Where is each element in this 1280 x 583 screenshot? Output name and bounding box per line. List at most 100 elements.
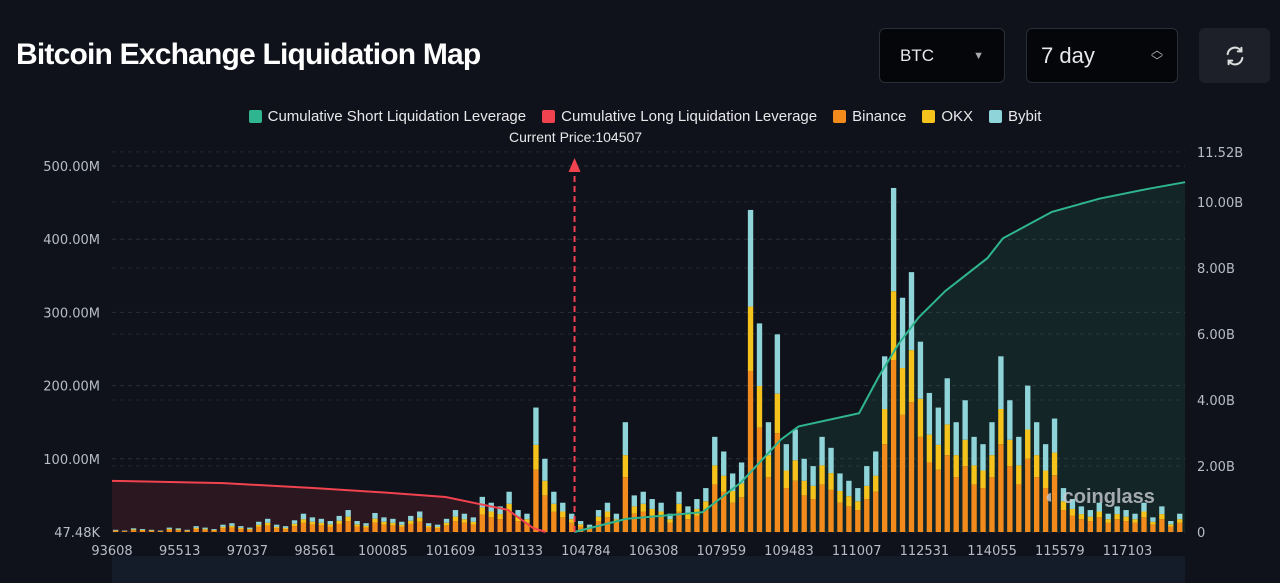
- bar-bybit: [881, 356, 888, 410]
- x-tick-label: 111007: [832, 544, 882, 559]
- bar-bybit: [372, 512, 378, 519]
- arrow-up-icon: [568, 158, 581, 172]
- bar-binance: [327, 526, 333, 532]
- up-down-chevron-icon: ︿ ﹀: [1150, 42, 1163, 68]
- bar-binance: [899, 414, 906, 532]
- bar-bybit: [193, 526, 199, 528]
- bar-okx: [497, 514, 503, 520]
- bar-okx: [1060, 501, 1067, 511]
- y-right-tick-label: 8.00B: [1197, 262, 1235, 277]
- y-right-tick-label: 11.52B: [1197, 146, 1243, 161]
- bar-okx: [944, 424, 950, 456]
- refresh-button[interactable]: [1199, 28, 1270, 83]
- bar-bybit: [497, 506, 503, 515]
- bar-bybit: [265, 518, 271, 523]
- bar-bybit: [139, 529, 146, 530]
- bar-bybit: [738, 462, 745, 484]
- y-left-tick-label: 47.48K: [54, 526, 100, 541]
- bar-binance: [193, 529, 199, 532]
- bar-okx: [890, 291, 897, 360]
- y-right-tick-label: 0: [1197, 526, 1205, 541]
- bar-binance: [1141, 517, 1147, 532]
- bar-bybit: [873, 451, 879, 476]
- cumulative-line: [574, 181, 1186, 533]
- bar-binance: [148, 530, 155, 532]
- bar-binance: [846, 506, 852, 532]
- coin-select[interactable]: BTC ▼: [879, 28, 1005, 83]
- bar-okx: [443, 522, 450, 526]
- bar-bybit: [363, 523, 369, 526]
- legend-item[interactable]: Binance: [833, 108, 906, 125]
- bar-bybit: [229, 523, 235, 526]
- legend-item[interactable]: Bybit: [989, 108, 1041, 125]
- bar-bybit: [864, 466, 870, 486]
- bar-okx: [202, 528, 208, 530]
- bar-okx: [560, 511, 566, 518]
- bar-okx: [881, 409, 888, 445]
- bar-okx: [1150, 521, 1156, 525]
- bar-okx: [1042, 470, 1049, 489]
- bar-bybit: [148, 529, 155, 531]
- legend-item[interactable]: Cumulative Long Liquidation Leverage: [542, 108, 817, 125]
- bar-binance: [363, 527, 369, 532]
- bar-binance: [1114, 519, 1120, 532]
- bar-binance: [890, 359, 897, 532]
- bar-bybit: [202, 527, 208, 529]
- bar-bybit: [551, 491, 557, 504]
- cumulative-area: [574, 182, 1186, 532]
- bar-bybit: [747, 209, 754, 307]
- bar-binance: [828, 489, 834, 532]
- bar-binance: [658, 517, 664, 532]
- bar-binance: [551, 511, 557, 532]
- bar-bybit: [774, 334, 781, 394]
- bar-okx: [372, 518, 378, 523]
- bar-okx: [1025, 429, 1031, 459]
- bar-bybit: [1042, 444, 1049, 471]
- bar-okx: [667, 519, 673, 523]
- legend-item[interactable]: Cumulative Short Liquidation Leverage: [248, 108, 526, 125]
- y-left-tick-label: 300.00M: [43, 306, 100, 321]
- bar-okx: [282, 527, 289, 530]
- bar-bybit: [756, 323, 763, 386]
- y-right-tick-label: 2.00B: [1197, 460, 1235, 475]
- bar-binance: [908, 402, 915, 532]
- bar-okx: [354, 524, 360, 527]
- bar-bybit: [1016, 436, 1022, 466]
- x-tick-label: 95513: [159, 544, 200, 559]
- bar-bybit: [989, 422, 995, 456]
- bar-binance: [1069, 515, 1076, 532]
- x-tick-label: 98561: [294, 544, 335, 559]
- bar-binance: [1033, 477, 1040, 532]
- bar-binance: [783, 488, 789, 532]
- bar-bybit: [658, 502, 664, 512]
- y-right-tick-label: 10.00B: [1197, 196, 1243, 211]
- bar-binance: [381, 524, 387, 532]
- bar-binance: [1087, 521, 1094, 532]
- range-slider[interactable]: [112, 556, 1185, 583]
- bar-bybit: [721, 451, 727, 476]
- bar-binance: [819, 484, 825, 532]
- bar-bybit: [470, 517, 477, 522]
- bar-binance: [372, 522, 378, 532]
- bar-bybit: [291, 520, 298, 524]
- bar-binance: [685, 519, 691, 532]
- bar-binance: [399, 526, 405, 532]
- bar-bybit: [211, 529, 217, 530]
- bar-bybit: [801, 458, 807, 481]
- coinglass-watermark: ◐ coinglass: [1045, 486, 1155, 508]
- bar-okx: [1159, 514, 1165, 520]
- bar-bybit: [309, 517, 316, 522]
- bar-bybit: [908, 272, 915, 351]
- bar-okx: [801, 480, 807, 496]
- bar-bybit: [1007, 400, 1013, 440]
- bar-okx: [220, 526, 226, 529]
- legend-item[interactable]: OKX: [922, 108, 973, 125]
- bar-okx: [962, 439, 968, 467]
- bar-bybit: [1159, 506, 1165, 515]
- period-select[interactable]: 7 day ︿ ﹀: [1026, 28, 1178, 83]
- bar-binance: [1159, 519, 1165, 532]
- bar-bybit: [944, 378, 950, 425]
- bar-binance: [229, 527, 235, 532]
- bar-binance: [640, 511, 646, 532]
